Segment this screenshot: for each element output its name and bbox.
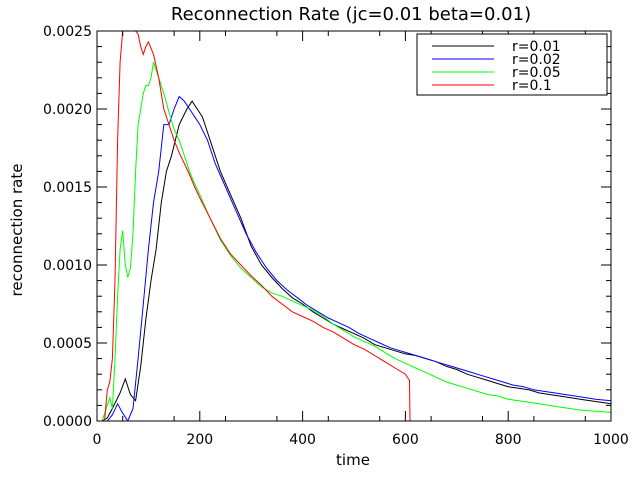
x-tick-label: 800 <box>495 432 522 448</box>
x-tick-label: 200 <box>186 432 213 448</box>
x-tick-label: 600 <box>392 432 419 448</box>
series-layer <box>99 31 611 421</box>
y-tick-label: 0.0010 <box>43 258 92 274</box>
y-tick-label: 0.0025 <box>43 24 92 40</box>
y-axis-label: reconnection rate <box>8 164 26 297</box>
series-line-r=0.05 <box>99 62 611 421</box>
plot-frame <box>96 30 612 422</box>
x-tick-label: 400 <box>289 432 316 448</box>
y-tick-label: 0.0005 <box>43 336 92 352</box>
legend: r=0.01r=0.02r=0.05r=0.1 <box>416 33 608 96</box>
series-line-r=0.02 <box>99 95 611 421</box>
legend-label: r=0.05 <box>512 65 561 81</box>
x-axis-label: time <box>336 451 370 469</box>
chart-title: Reconnection Rate (jc=0.01 beta=0.01) <box>171 4 531 25</box>
x-tick-label: 1000 <box>593 432 629 448</box>
series-line-r=0.01 <box>101 100 611 421</box>
legend-label: r=0.02 <box>512 52 561 68</box>
series-line-r=0.1 <box>104 31 412 421</box>
y-tick-label: 0.0020 <box>43 102 92 118</box>
legend-label: r=0.01 <box>512 39 561 55</box>
y-tick-label: 0.0000 <box>43 414 92 430</box>
legend-label: r=0.1 <box>512 78 552 94</box>
x-tick-label: 0 <box>93 432 102 448</box>
y-tick-label: 0.0015 <box>43 180 92 196</box>
